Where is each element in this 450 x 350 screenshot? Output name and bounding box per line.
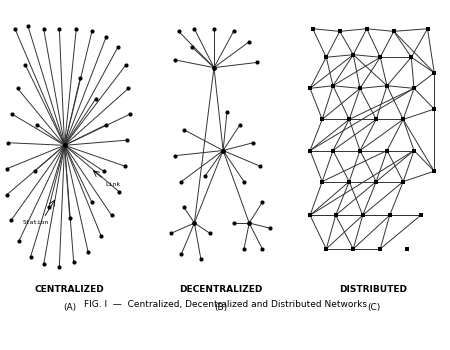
Text: DECENTRALIZED: DECENTRALIZED xyxy=(179,285,262,294)
Text: Station: Station xyxy=(23,220,49,225)
Text: (A): (A) xyxy=(63,303,76,312)
Text: FIG. I  —  Centralized, Decentralized and Distributed Networks: FIG. I — Centralized, Decentralized and … xyxy=(84,300,366,309)
Text: DISTRIBUTED: DISTRIBUTED xyxy=(339,285,408,294)
Text: (C): (C) xyxy=(367,303,380,312)
Text: Link: Link xyxy=(105,182,120,187)
Text: CENTRALIZED: CENTRALIZED xyxy=(35,285,104,294)
Text: (B): (B) xyxy=(214,303,227,312)
